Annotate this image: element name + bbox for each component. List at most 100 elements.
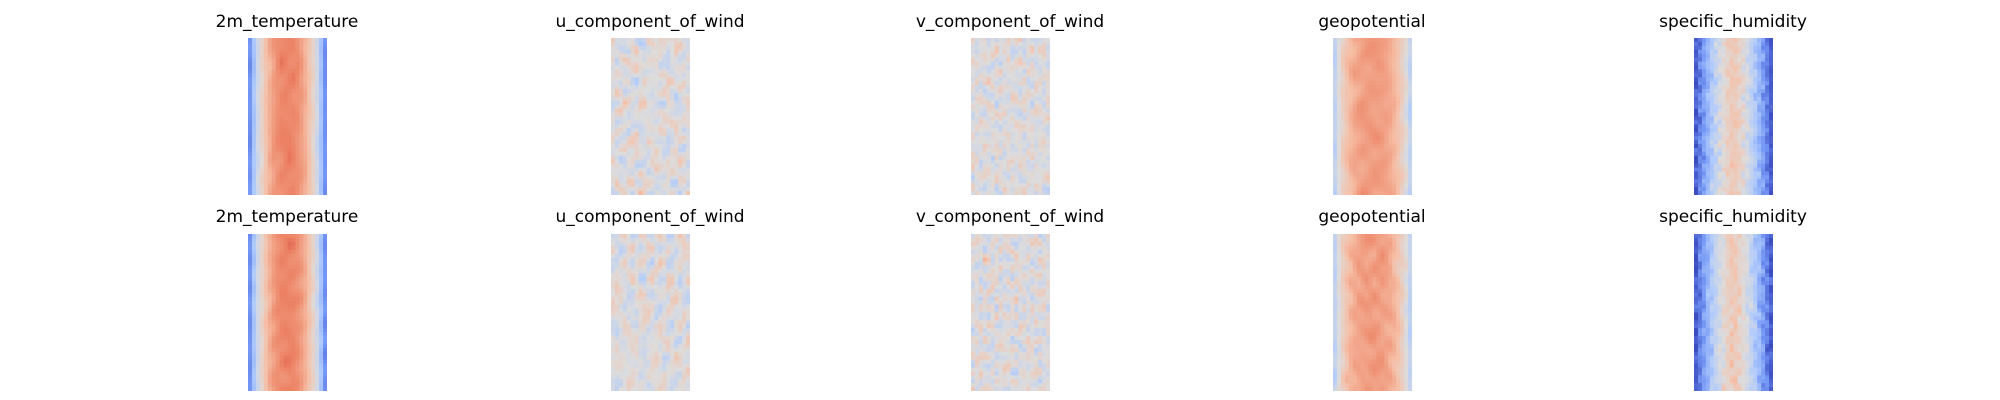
- heatmap-cell: [1340, 108, 1345, 113]
- heatmap-cell: [626, 140, 631, 145]
- heatmap-cell: [1740, 49, 1746, 55]
- heatmap-cell: [1760, 120, 1765, 125]
- heatmap-cell: [1352, 143, 1357, 149]
- heatmap-cell: [251, 57, 256, 62]
- heatmap-cell: [259, 265, 264, 270]
- heatmap-cell: [685, 100, 690, 106]
- heatmap-cell: [681, 92, 686, 98]
- heatmap-cell: [677, 81, 682, 86]
- heatmap-cell: [1045, 140, 1050, 145]
- heatmap-cell: [1368, 116, 1373, 121]
- heatmap-cell: [263, 53, 268, 59]
- heatmap-cell: [251, 179, 256, 184]
- heatmap-cell: [1701, 69, 1706, 74]
- heatmap-cell: [271, 249, 276, 255]
- heatmap-cell: [1733, 104, 1738, 110]
- heatmap-cell: [622, 183, 627, 188]
- heatmap-cell: [275, 175, 280, 180]
- heatmap-cell: [255, 159, 260, 164]
- heatmap-cell: [310, 241, 316, 247]
- heatmap-cell: [1721, 104, 1726, 110]
- heatmap-cell: [275, 359, 280, 364]
- heatmap-cell: [665, 175, 671, 180]
- heatmap-cell: [994, 100, 999, 106]
- heatmap-cell: [1736, 45, 1742, 51]
- heatmap-cell: [986, 171, 991, 176]
- heatmap-cell: [259, 304, 264, 309]
- heatmap-cell: [994, 167, 999, 172]
- heatmap-cell: [283, 336, 288, 341]
- heatmap-cell: [310, 253, 316, 258]
- heatmap-cell: [1375, 143, 1381, 149]
- heatmap-cell: [1025, 183, 1031, 188]
- heatmap-cell: [1407, 100, 1412, 106]
- heatmap-cell: [1768, 49, 1773, 55]
- heatmap-cell: [1403, 183, 1408, 188]
- heatmap-cell: [1760, 191, 1765, 195]
- heatmap-cell: [1725, 155, 1730, 161]
- heatmap-cell: [646, 234, 651, 239]
- heatmap-cell: [1372, 179, 1377, 184]
- heatmap-cell: [259, 61, 264, 66]
- heatmap-cell: [251, 304, 256, 309]
- heatmap-cell: [994, 41, 999, 47]
- heatmap-cell: [1021, 120, 1027, 125]
- heatmap-cell: [322, 273, 327, 278]
- heatmap-cell: [1364, 104, 1369, 110]
- heatmap-cell: [271, 81, 276, 86]
- heatmap-cell: [310, 124, 316, 129]
- heatmap-cell: [1336, 45, 1341, 51]
- heatmap-cell: [1356, 77, 1361, 82]
- heatmap-cell: [1010, 100, 1015, 106]
- heatmap-cell: [290, 316, 296, 321]
- heatmap-cell: [642, 92, 647, 98]
- heatmap-cell: [1768, 108, 1773, 113]
- heatmap-cell: [271, 159, 276, 164]
- heatmap-cell: [1760, 143, 1765, 149]
- heatmap-cell: [306, 336, 312, 341]
- heatmap-cell: [978, 112, 983, 117]
- heatmap-cell: [657, 159, 663, 164]
- heatmap-cell: [1399, 57, 1404, 62]
- heatmap-cell: [294, 273, 300, 278]
- heatmap-cell: [1721, 116, 1726, 121]
- heatmap-cell: [283, 104, 288, 110]
- heatmap-cell: [1006, 100, 1011, 106]
- heatmap-cell: [275, 96, 280, 102]
- heatmap-cell: [263, 355, 268, 360]
- heatmap-cell: [982, 155, 987, 161]
- heatmap-cell: [661, 53, 667, 59]
- heatmap-cell: [247, 261, 252, 266]
- heatmap-cell: [1037, 151, 1042, 157]
- heatmap-cell: [661, 96, 667, 102]
- heatmap-cell: [1336, 85, 1341, 90]
- heatmap-cell: [634, 92, 639, 98]
- heatmap-cell: [255, 147, 260, 153]
- heatmap-cell: [1332, 57, 1337, 62]
- heatmap-cell: [263, 159, 268, 164]
- heatmap-cell: [1736, 183, 1742, 188]
- heatmap-cell: [634, 132, 639, 137]
- heatmap-cell: [267, 257, 272, 262]
- heatmap-cell: [322, 261, 327, 266]
- heatmap-cell: [259, 89, 264, 94]
- heatmap-cell: [673, 191, 679, 195]
- heatmap-cell: [974, 171, 979, 176]
- heatmap-cell: [271, 191, 276, 195]
- heatmap-cell: [1387, 104, 1393, 110]
- heatmap-cell: [669, 73, 675, 78]
- heatmap-cell: [1760, 81, 1765, 86]
- heatmap-cell: [287, 57, 292, 62]
- heatmap-cell: [1017, 96, 1023, 102]
- heatmap-cell: [650, 104, 655, 110]
- heatmap-cell: [310, 108, 316, 113]
- heatmap-cell: [322, 351, 327, 357]
- heatmap-cell: [1403, 159, 1408, 164]
- heatmap-cell: [1356, 143, 1361, 149]
- heatmap-cell: [294, 351, 300, 357]
- heatmap-cell: [642, 61, 647, 66]
- heatmap-cell: [974, 61, 979, 66]
- heatmap-cell: [1395, 96, 1401, 102]
- heatmap-cell: [294, 53, 300, 59]
- heatmap-cell: [653, 92, 659, 98]
